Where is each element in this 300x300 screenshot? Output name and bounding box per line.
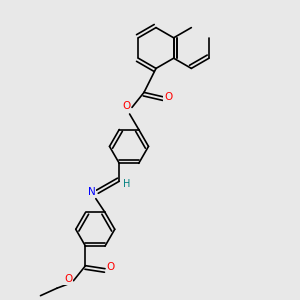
Text: H: H bbox=[123, 179, 130, 189]
Text: O: O bbox=[122, 101, 131, 111]
Text: O: O bbox=[106, 262, 115, 272]
Text: N: N bbox=[88, 187, 95, 197]
Text: O: O bbox=[164, 92, 172, 102]
Text: O: O bbox=[64, 274, 72, 284]
